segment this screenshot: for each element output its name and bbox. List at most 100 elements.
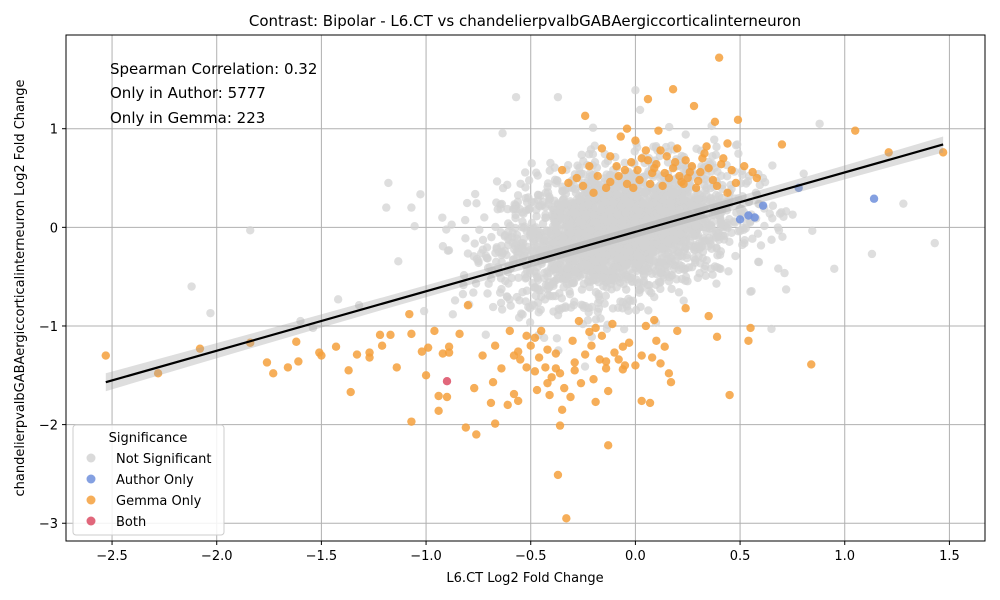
point-gemma-only bbox=[530, 367, 540, 376]
point-not-significant bbox=[760, 221, 769, 231]
point-gemma-only bbox=[503, 400, 512, 410]
point-gemma-only bbox=[574, 316, 584, 326]
point-not-significant bbox=[525, 318, 535, 327]
point-author-only bbox=[735, 215, 745, 224]
point-not-significant bbox=[691, 221, 701, 231]
point-not-significant bbox=[246, 226, 255, 235]
point-gemma-only bbox=[564, 178, 573, 188]
point-not-significant bbox=[487, 232, 496, 242]
point-gemma-only bbox=[670, 158, 680, 167]
point-gemma-only bbox=[633, 165, 642, 175]
point-gemma-only bbox=[497, 364, 506, 373]
point-gemma-only bbox=[438, 349, 448, 358]
point-gemma-only bbox=[612, 161, 621, 171]
point-not-significant bbox=[472, 254, 482, 264]
point-gemma-only bbox=[585, 327, 594, 337]
point-not-significant bbox=[621, 260, 631, 270]
point-gemma-only bbox=[668, 85, 678, 94]
point-not-significant bbox=[382, 203, 391, 212]
point-not-significant bbox=[688, 229, 698, 239]
point-gemma-only bbox=[712, 181, 722, 191]
point-not-significant bbox=[665, 122, 674, 132]
point-not-significant bbox=[624, 294, 633, 304]
point-gemma-only bbox=[643, 156, 653, 165]
point-not-significant bbox=[539, 333, 549, 343]
point-gemma-only bbox=[645, 179, 655, 189]
point-not-significant bbox=[511, 92, 521, 102]
point-not-significant bbox=[478, 235, 488, 245]
point-not-significant bbox=[521, 297, 530, 306]
point-not-significant bbox=[512, 292, 522, 302]
point-not-significant bbox=[470, 239, 479, 248]
point-gemma-only bbox=[580, 111, 590, 121]
x-tick-label: 1.5 bbox=[939, 549, 960, 564]
point-gemma-only bbox=[585, 161, 594, 171]
point-not-significant bbox=[571, 188, 581, 198]
point-not-significant bbox=[712, 233, 721, 242]
point-gemma-only bbox=[560, 383, 569, 393]
point-gemma-only bbox=[505, 326, 514, 336]
legend-entries: Not Significant Author Only Gemma Only Both bbox=[86, 452, 212, 530]
point-not-significant bbox=[470, 189, 480, 199]
point-not-significant bbox=[692, 144, 701, 153]
point-gemma-only bbox=[568, 336, 577, 345]
point-not-significant bbox=[621, 285, 631, 294]
point-gemma-only bbox=[614, 355, 623, 364]
point-not-significant bbox=[639, 276, 649, 285]
point-gemma-only bbox=[807, 360, 816, 369]
point-not-significant bbox=[656, 206, 665, 215]
x-axis-ticks: −2.5 −2.0 −1.5 −1.0 −0.5 0.0 0.5 1.0 1.5 bbox=[96, 541, 960, 564]
point-author-only bbox=[750, 213, 759, 222]
point-not-significant bbox=[647, 288, 656, 298]
point-gemma-only bbox=[530, 333, 540, 343]
point-gemma-only bbox=[606, 152, 615, 161]
point-not-significant bbox=[753, 229, 763, 238]
legend-marker bbox=[86, 495, 96, 505]
point-not-significant bbox=[531, 168, 541, 177]
point-not-significant bbox=[712, 263, 722, 272]
point-not-significant bbox=[668, 190, 678, 200]
y-tick-label: −2 bbox=[39, 419, 58, 434]
point-not-significant bbox=[620, 195, 629, 205]
point-gemma-only bbox=[344, 366, 353, 375]
point-gemma-only bbox=[365, 353, 374, 362]
point-gemma-only bbox=[884, 148, 893, 157]
grid-lines bbox=[66, 35, 985, 541]
point-not-significant bbox=[442, 225, 451, 234]
point-gemma-only bbox=[641, 321, 651, 331]
point-gemma-only bbox=[570, 366, 579, 375]
point-gemma-only bbox=[490, 341, 500, 350]
point-gemma-only bbox=[434, 406, 443, 416]
point-not-significant bbox=[640, 188, 649, 197]
legend-marker bbox=[86, 516, 96, 526]
point-not-significant bbox=[471, 279, 481, 288]
point-not-significant bbox=[560, 198, 570, 208]
point-gemma-only bbox=[851, 126, 860, 135]
point-not-significant bbox=[780, 268, 789, 278]
point-gemma-only bbox=[656, 359, 665, 368]
point-gemma-only bbox=[352, 350, 362, 359]
point-gemma-only bbox=[543, 378, 552, 388]
point-not-significant bbox=[592, 257, 602, 266]
point-not-significant bbox=[612, 283, 621, 292]
point-not-significant bbox=[591, 315, 601, 324]
point-not-significant bbox=[754, 257, 764, 267]
point-not-significant bbox=[584, 200, 593, 209]
point-not-significant bbox=[575, 195, 584, 204]
point-not-significant bbox=[584, 303, 593, 313]
point-not-significant bbox=[618, 217, 627, 226]
point-not-significant bbox=[768, 201, 778, 210]
point-not-significant bbox=[930, 238, 939, 248]
point-gemma-only bbox=[616, 132, 625, 141]
point-gemma-only bbox=[195, 344, 205, 353]
point-not-significant bbox=[482, 243, 492, 252]
point-not-significant bbox=[308, 323, 318, 333]
legend: Significance Not Significant Author Only G… bbox=[72, 424, 225, 536]
point-gemma-only bbox=[463, 301, 473, 310]
point-not-significant bbox=[521, 183, 530, 192]
point-gemma-only bbox=[591, 397, 600, 407]
point-not-significant bbox=[599, 264, 608, 274]
point-not-significant bbox=[458, 289, 468, 299]
regression-group bbox=[105, 136, 944, 392]
